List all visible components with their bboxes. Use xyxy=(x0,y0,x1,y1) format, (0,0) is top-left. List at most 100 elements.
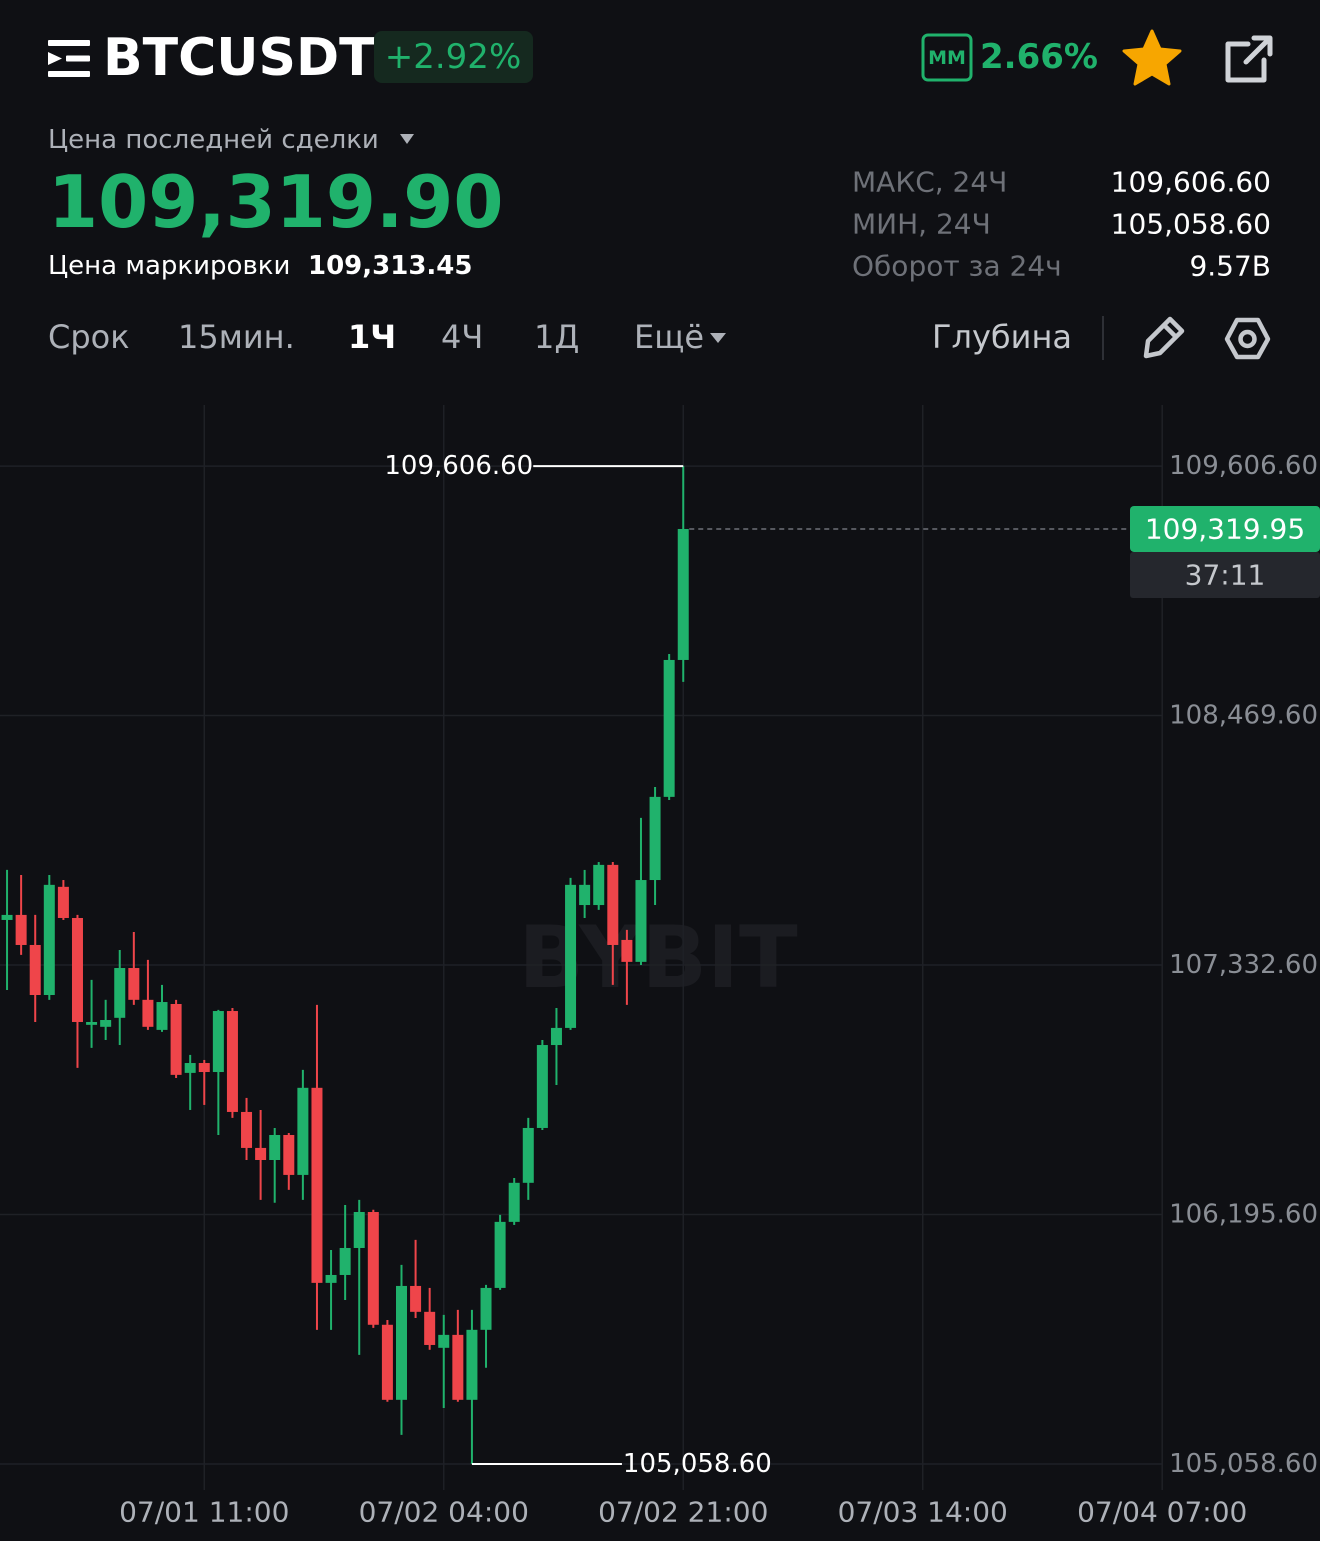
timeframe-tab[interactable]: 1Ч xyxy=(348,318,396,356)
stat-label: МИН, 24Ч xyxy=(852,208,991,241)
mm-label: MM xyxy=(928,47,966,69)
candle-body xyxy=(255,1147,267,1161)
candle-body xyxy=(635,880,647,962)
y-tick-label: 108,469.60 xyxy=(1169,701,1318,731)
candle-body xyxy=(381,1324,393,1400)
price-label[interactable]: Цена последней сделки xyxy=(48,125,379,155)
menu-icon[interactable] xyxy=(48,40,90,77)
candle-body xyxy=(297,1087,309,1175)
depth-tab[interactable]: Глубина xyxy=(932,318,1072,356)
candle-body xyxy=(283,1134,295,1175)
change: +2.92% xyxy=(385,37,522,77)
x-tick-label: 07/02 21:00 xyxy=(598,1496,768,1529)
candle-body xyxy=(579,884,591,906)
candle-body xyxy=(367,1212,379,1325)
menu-arrow xyxy=(48,52,62,65)
gear-hole xyxy=(1238,329,1257,349)
x-tick-label: 07/04 07:00 xyxy=(1077,1496,1247,1529)
candle-body xyxy=(212,1011,224,1073)
candle-body xyxy=(649,796,661,881)
x-tick-label: 07/01 11:00 xyxy=(119,1496,289,1529)
symbol[interactable]: BTCUSDT xyxy=(103,28,375,88)
settings-icon[interactable] xyxy=(1224,317,1271,360)
candle-body xyxy=(156,1002,168,1030)
stat-value: 105,058.60 xyxy=(1111,208,1271,241)
candle-body xyxy=(170,1003,182,1075)
high-marker-label: 109,606.60 xyxy=(384,451,533,481)
candle-body xyxy=(311,1087,323,1283)
y-tick-label: 106,195.60 xyxy=(1169,1200,1318,1230)
timeframe-tab[interactable]: 15мин. xyxy=(178,318,295,356)
candle-body xyxy=(536,1045,548,1128)
candle-body xyxy=(86,1021,98,1025)
stat-label: Оборот за 24ч xyxy=(852,250,1062,283)
candle-body xyxy=(226,1011,238,1112)
candle-body xyxy=(410,1285,422,1312)
candle-body xyxy=(114,968,126,1018)
share-arrow xyxy=(1243,35,1273,65)
candle-body xyxy=(184,1063,196,1073)
chart: BYBIT 07/01 11:00 07/02 04:00 07/02 21:00 07… xyxy=(0,405,1320,1529)
change-badge xyxy=(374,31,533,83)
share-icon[interactable] xyxy=(1225,35,1273,83)
last-price-label: 109,319.95 xyxy=(1145,512,1305,545)
dropdown-arrow xyxy=(400,134,414,144)
pencil xyxy=(1143,316,1185,359)
y-tick-label: 105,058.60 xyxy=(1169,1449,1318,1479)
menu-bar xyxy=(66,55,90,62)
candle-body xyxy=(621,939,633,962)
watermark: BYBIT xyxy=(518,908,798,1008)
candle-body xyxy=(142,999,154,1027)
stat-value: 9.57B xyxy=(1189,250,1271,283)
share-box xyxy=(1225,41,1267,83)
candle-body xyxy=(466,1329,478,1400)
x-tick-label: 07/02 04:00 xyxy=(359,1496,529,1529)
timeframe-tab[interactable]: Срок xyxy=(48,318,130,356)
menu-bar xyxy=(48,71,90,77)
timeframe-tab[interactable]: Ещё xyxy=(634,318,704,356)
candle-body xyxy=(15,914,27,945)
x-tick-label: 07/03 14:00 xyxy=(838,1496,1008,1529)
timeframes: Срок 15мин. 1Ч 4Ч 1Д Ещё xyxy=(48,318,704,356)
mark-price: 109,313.45 xyxy=(308,251,472,281)
candle-body xyxy=(269,1134,281,1161)
timeframe-tab[interactable]: 1Д xyxy=(534,318,579,356)
candle-body xyxy=(550,1027,562,1046)
candle-body xyxy=(241,1111,253,1148)
candle-body xyxy=(494,1221,506,1288)
candle-body xyxy=(1,914,13,920)
timeframe-tab[interactable]: 4Ч xyxy=(441,318,483,356)
candle-body xyxy=(339,1247,351,1275)
candle-body xyxy=(100,1020,112,1027)
y-tick-label: 107,332.60 xyxy=(1169,950,1318,980)
gear xyxy=(1224,317,1271,360)
candle-body xyxy=(508,1182,520,1222)
candle-body xyxy=(71,917,83,1022)
candle-body xyxy=(480,1287,492,1330)
draw-icon[interactable] xyxy=(1143,316,1185,359)
favorite-star[interactable] xyxy=(1122,29,1182,86)
stat-value: 109,606.60 xyxy=(1111,166,1271,199)
candle-body xyxy=(29,944,41,996)
candle-body xyxy=(353,1212,365,1248)
candle-body xyxy=(522,1127,534,1183)
countdown: 37:11 xyxy=(1185,558,1266,591)
y-tick-label: 109,606.60 xyxy=(1169,451,1318,481)
low-marker-label: 105,058.60 xyxy=(623,1449,772,1479)
mm-value: 2.66% xyxy=(980,37,1098,77)
last-price: 109,319.90 xyxy=(48,160,503,244)
candle-body xyxy=(395,1285,407,1400)
countdown-box xyxy=(1130,551,1320,598)
stats: МАКС, 24Ч 109,606.60 МИН, 24Ч 105,058.60 Обо… xyxy=(852,166,1271,283)
candle-body xyxy=(593,864,605,906)
candle-body xyxy=(325,1274,337,1283)
candle-body xyxy=(198,1063,210,1073)
dropdown-arrow xyxy=(710,333,726,343)
candle-body xyxy=(607,864,619,945)
candle-body xyxy=(57,886,69,918)
candle-body xyxy=(128,968,140,1000)
mark-price-label: Цена маркировки xyxy=(48,251,290,281)
